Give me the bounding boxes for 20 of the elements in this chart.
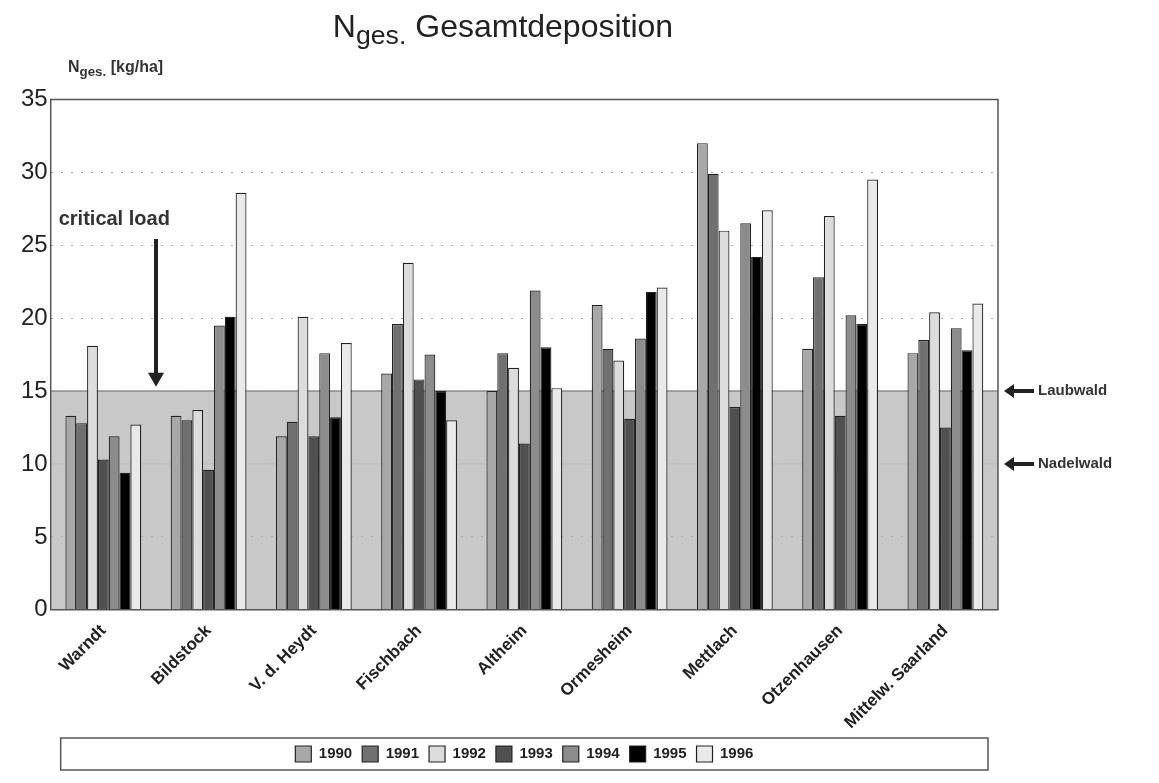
ref-line-label: Nadelwald: [1038, 454, 1113, 472]
legend-label: 1994: [586, 744, 621, 762]
legend-label: 1993: [519, 744, 553, 762]
legend-label: 1992: [452, 744, 486, 762]
y-tick-label: 35: [20, 84, 48, 112]
y-tick-label: 10: [20, 448, 48, 476]
y-axis-title: N$_{ges.}$ [kg/ha]: [67, 58, 165, 82]
y-tick-label: 30: [20, 156, 48, 184]
y-tick-label: 15: [20, 375, 48, 403]
y-tick-label: 0: [34, 594, 48, 622]
annotation: critical load: [58, 206, 170, 229]
legend-label: 1991: [385, 744, 420, 762]
y-tick-label: 20: [20, 302, 48, 330]
legend-label: 1995: [653, 744, 687, 762]
legend-label: 1996: [720, 744, 754, 762]
y-tick-label: 25: [20, 229, 48, 257]
legend-label: 1990: [318, 744, 353, 762]
chart-title: N$_{ges.}$ Gesamtdeposition: [331, 8, 675, 53]
y-tick-label: 5: [34, 521, 48, 549]
ref-line-label: Laubwald: [1038, 381, 1108, 399]
